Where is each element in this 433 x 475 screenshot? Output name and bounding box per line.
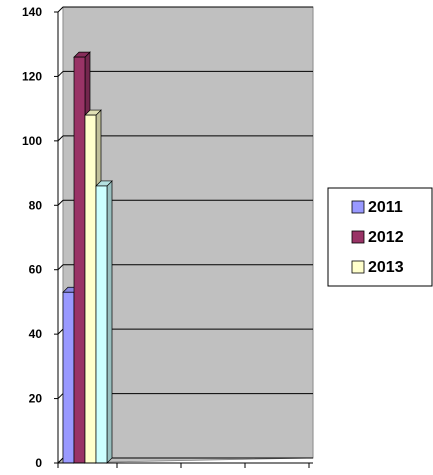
- legend-swatch-2011: [351, 200, 365, 214]
- legend-label-2011: 2011: [368, 199, 403, 216]
- legend-swatch-2012: [351, 230, 365, 244]
- bar-side-face: [106, 180, 113, 464]
- y-tick-label: 120: [22, 69, 42, 83]
- gridline-depth: [57, 71, 64, 77]
- bar-front-face: [95, 185, 108, 464]
- gridline-depth: [57, 135, 64, 142]
- gridline-depth: [57, 6, 64, 13]
- bar-series-4: [95, 180, 113, 464]
- y-tick-label: 0: [35, 456, 42, 470]
- legend-swatch-2013: [351, 260, 365, 274]
- gridline-depth: [57, 264, 64, 271]
- legend-box: [327, 187, 433, 287]
- bar-front-face: [84, 114, 97, 464]
- gridline-depth: [57, 199, 64, 206]
- y-tick-label: 20: [29, 392, 43, 406]
- legend: 2011 2012 2013: [327, 187, 433, 287]
- gridline-depth: [57, 328, 64, 335]
- y-tick-label: 100: [22, 134, 42, 148]
- y-tick-label: 40: [29, 327, 43, 341]
- y-tick-label: 80: [29, 198, 43, 212]
- legend-label-2012: 2012: [368, 229, 404, 246]
- legend-label-2013: 2013: [368, 259, 404, 276]
- axes: 0 20 40 60 80 100 120 140: [22, 5, 313, 470]
- y-tick-label: 60: [29, 263, 43, 277]
- gridline-depth: [57, 457, 64, 464]
- y-tick-label: 140: [22, 5, 42, 19]
- bars: [62, 51, 113, 464]
- bar-front-face: [62, 291, 75, 464]
- bar-front-face: [73, 56, 86, 464]
- gridline-depth: [57, 393, 64, 399]
